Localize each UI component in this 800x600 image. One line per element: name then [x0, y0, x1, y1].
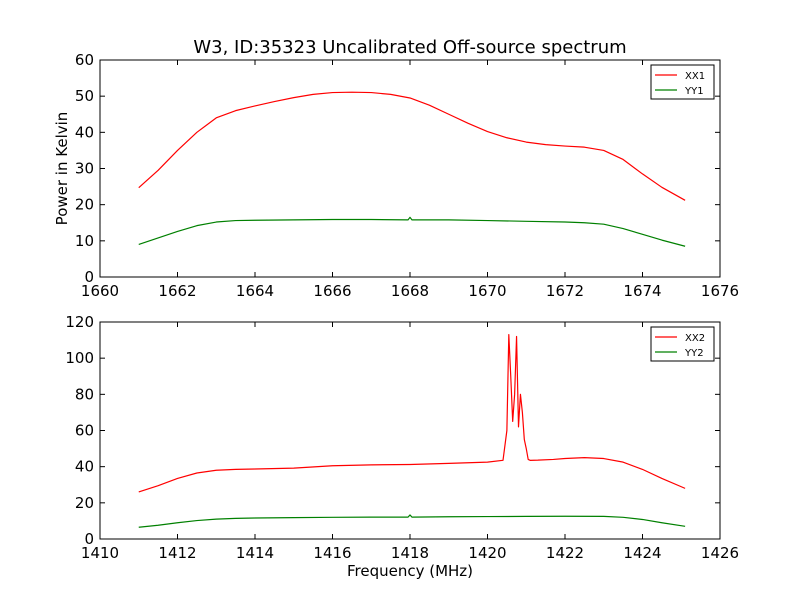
top-x-tick-label: 1668 [391, 282, 429, 300]
top-series-xx1-line [138, 91, 686, 201]
top-x-tick-label: 1666 [313, 282, 351, 300]
bottom-x-tick-label: 1426 [701, 544, 739, 562]
top-y-tick-label: 0 [84, 268, 94, 286]
top-x-tick-label: 1664 [236, 282, 274, 300]
bottom-series-yy2-line [138, 514, 686, 528]
top-spectrum-panel: 1660 1662 1664 1666 1668 1670 1672 1674 1676 0 10 2… [53, 51, 739, 300]
top-x-tick-label: 1676 [701, 282, 739, 300]
top-x-tick-label: 1662 [158, 282, 196, 300]
top-y-tick-label: 10 [75, 232, 94, 250]
bottom-y-tick-label: 120 [65, 313, 94, 331]
bottom-x-tick-label: 1422 [546, 544, 584, 562]
bottom-series-xx2-line [138, 334, 686, 493]
bottom-y-tick-label: 20 [75, 494, 94, 512]
bottom-legend-label-xx2: XX2 [685, 333, 705, 344]
bottom-plot-lines [138, 334, 686, 528]
top-y-tick-label: 50 [75, 87, 94, 105]
top-y-axis-label: Power in Kelvin [53, 112, 71, 226]
bottom-y-tick-label: 60 [75, 422, 94, 440]
top-y-tick-label: 60 [75, 51, 94, 69]
top-y-tick-label: 20 [75, 196, 94, 214]
top-x-tick-label: 1674 [623, 282, 661, 300]
top-x-tick-label: 1672 [546, 282, 584, 300]
figure-title: W3, ID:35323 Uncalibrated Off-source spe… [193, 37, 626, 58]
bottom-x-tick-label: 1420 [468, 544, 506, 562]
bottom-x-tick-label: 1416 [313, 544, 351, 562]
bottom-x-tick-label: 1410 [81, 544, 119, 562]
bottom-y-tick-label: 0 [84, 530, 94, 548]
top-x-tick-label: 1670 [468, 282, 506, 300]
bottom-x-tick-label: 1412 [158, 544, 196, 562]
top-legend-box [650, 64, 715, 100]
bottom-x-axis-label: Frequency (MHz) [347, 562, 473, 580]
bottom-legend-box [650, 326, 715, 362]
top-legend-label-yy1: YY1 [684, 86, 704, 97]
bottom-y-tick-label: 80 [75, 385, 94, 403]
top-ticks: 1660 1662 1664 1666 1668 1670 1672 1674 1676 0 10 2… [75, 51, 739, 300]
bottom-y-tick-label: 40 [75, 458, 94, 476]
top-series-yy1-line [138, 216, 686, 247]
bottom-spectrum-panel: 1410 1412 1414 1416 1418 1420 1422 1424 1426 0 20 4… [65, 313, 739, 580]
top-y-tick-label: 30 [75, 160, 94, 178]
bottom-y-tick-label: 100 [65, 349, 94, 367]
bottom-x-tick-label: 1414 [236, 544, 274, 562]
top-plot-lines [138, 91, 686, 247]
top-legend-label-xx1: XX1 [685, 71, 705, 82]
bottom-x-tick-label: 1424 [623, 544, 661, 562]
bottom-ticks: 1410 1412 1414 1416 1418 1420 1422 1424 1426 0 20 4… [65, 313, 739, 562]
top-x-tick-label: 1660 [81, 282, 119, 300]
bottom-legend-label-yy2: YY2 [684, 348, 704, 359]
top-y-tick-label: 40 [75, 123, 94, 141]
bottom-x-tick-label: 1418 [391, 544, 429, 562]
